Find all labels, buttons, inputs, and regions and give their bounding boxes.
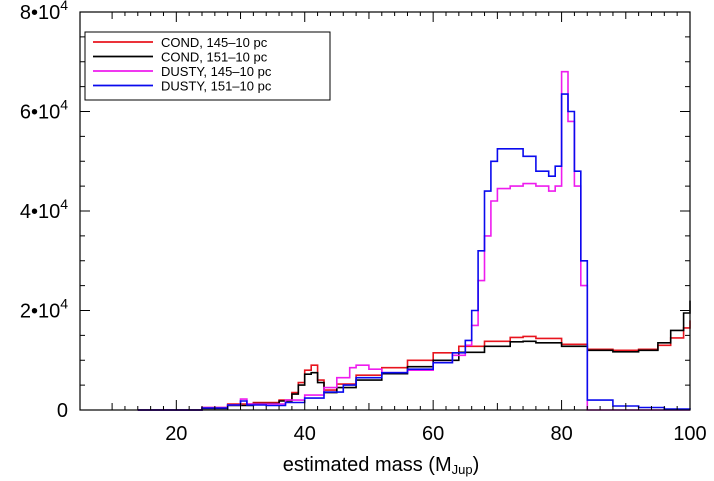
- y-tick-label: 0: [57, 400, 68, 422]
- x-tick-label: 40: [294, 423, 316, 445]
- legend-box: [84, 31, 331, 101]
- y-tick-label: 8•104: [20, 0, 68, 24]
- axes-layer: 20 40 60 80 100 0 2•104 4•104 6•104 8•104: [20, 0, 707, 445]
- series-line-1: [137, 300, 691, 411]
- series-layer: [137, 70, 691, 411]
- x-tick-label: 80: [550, 423, 572, 445]
- legend-label-3: DUSTY, 151–10 pc: [161, 79, 272, 94]
- legend-label-1: COND, 151–10 pc: [161, 50, 268, 65]
- x-tick-label: 100: [673, 423, 706, 445]
- x-axis-title: estimated mass (MJup): [283, 454, 480, 477]
- y-tick-label: 6•104: [20, 97, 68, 124]
- x-axis-title-subscript: Jup: [452, 462, 473, 477]
- x-axis-title-main: estimated mass (M: [283, 454, 452, 476]
- x-tick-label: 60: [422, 423, 444, 445]
- legend-label-2: DUSTY, 145–10 pc: [161, 64, 272, 79]
- x-tick-label: 20: [165, 423, 187, 445]
- series-line-0: [137, 320, 691, 411]
- series-line-2: [137, 70, 690, 411]
- y-tick-label: 2•104: [20, 296, 68, 323]
- y-tick-label: 4•104: [20, 196, 68, 223]
- legend-label-0: COND, 145–10 pc: [161, 35, 268, 50]
- series-line-3: [137, 93, 691, 411]
- x-axis-title-close: ): [473, 454, 480, 476]
